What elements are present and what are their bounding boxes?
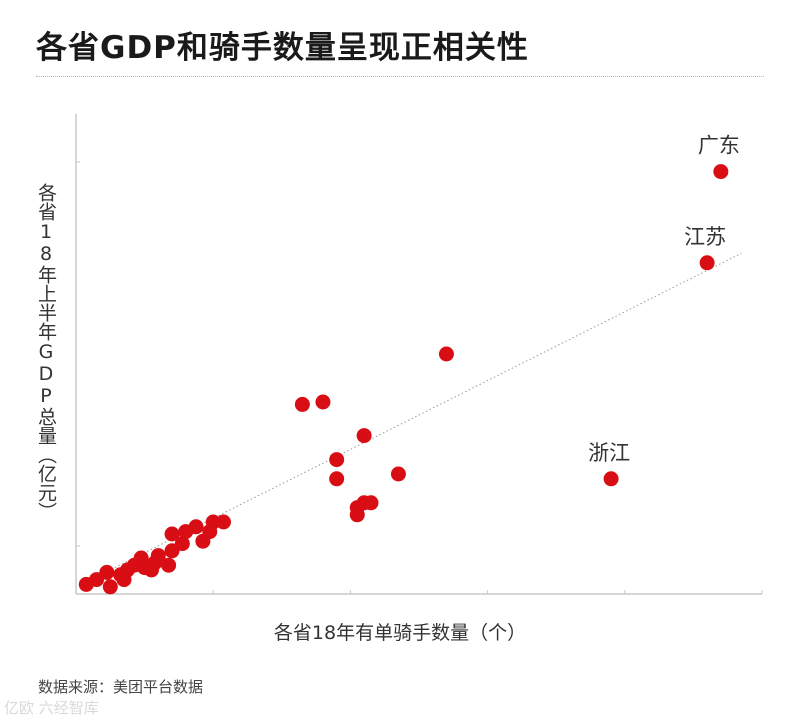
data-point-江苏 (699, 255, 715, 271)
data-point (215, 514, 231, 530)
axis-ticks (76, 161, 763, 594)
data-point-浙江 (603, 471, 619, 487)
data-point (349, 507, 365, 523)
y-axis-label: 各省18年上半年GDP总量（亿元） (35, 183, 57, 521)
data-source-note: 数据来源：美团平台数据 (38, 678, 204, 696)
data-point (195, 533, 211, 549)
data-point (356, 428, 372, 444)
data-point (363, 495, 379, 511)
data-point (390, 466, 406, 482)
data-point (438, 346, 454, 362)
x-axis-label: 各省18年有单骑手数量（个） (273, 622, 527, 644)
chart-title: 各省GDP和骑手数量呈现正相关性 (36, 30, 529, 66)
watermark: 亿欧 六经智库 (4, 699, 99, 717)
data-point (143, 562, 159, 578)
point-label: 广东 (698, 134, 740, 158)
data-point-广东 (713, 164, 729, 180)
data-point (78, 576, 94, 592)
data-points (78, 164, 729, 595)
data-point (161, 557, 177, 573)
data-point (294, 396, 310, 412)
data-point (164, 543, 180, 559)
data-point (102, 579, 118, 595)
title-divider (36, 76, 764, 77)
data-point (329, 471, 345, 487)
point-label: 浙江 (588, 441, 630, 465)
data-point (315, 394, 331, 410)
data-point (178, 524, 194, 540)
data-point (116, 572, 132, 588)
point-label: 江苏 (684, 225, 726, 249)
data-point (329, 452, 345, 468)
data-point (164, 526, 180, 542)
